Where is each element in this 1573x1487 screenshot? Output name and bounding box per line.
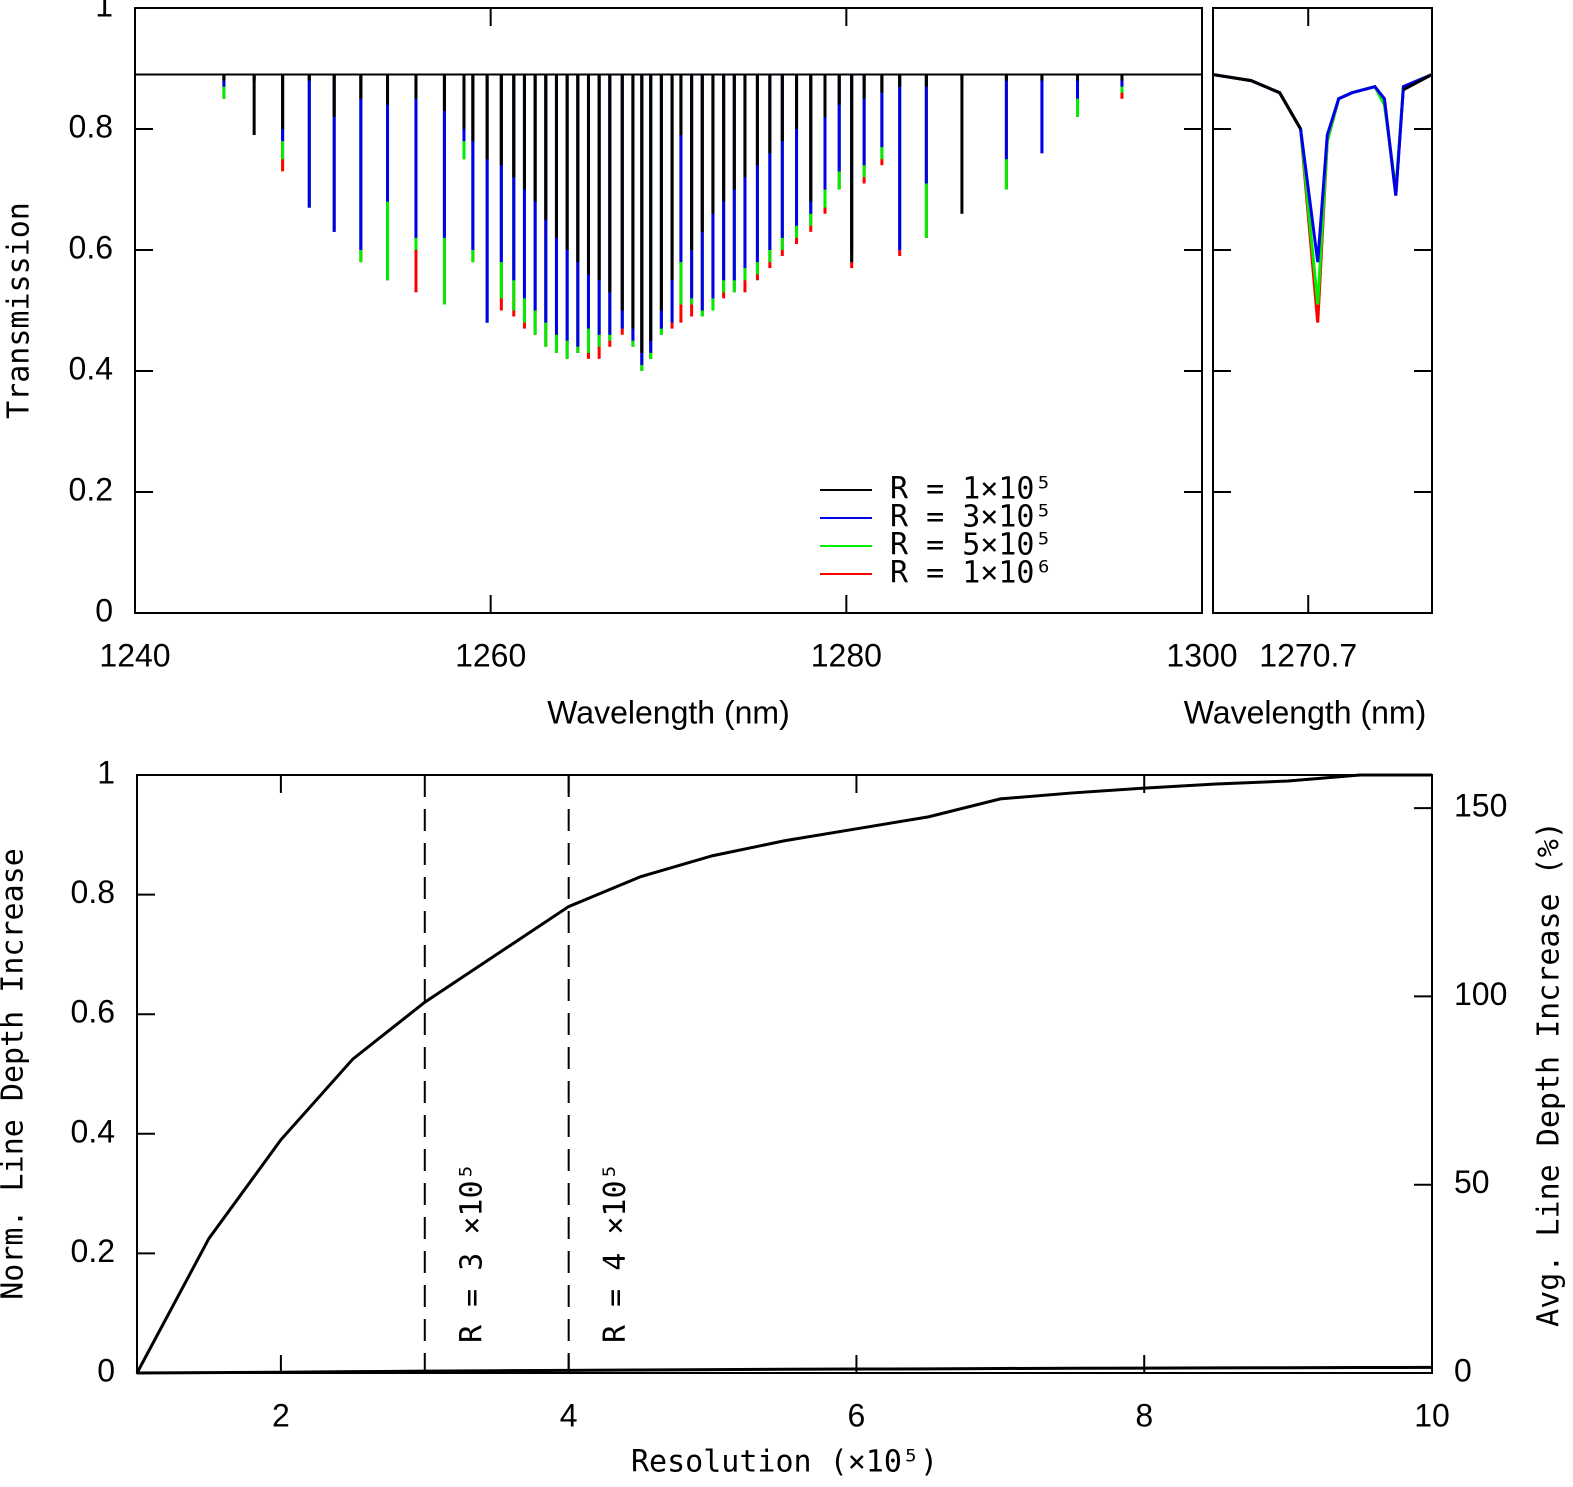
plot-frame (1212, 7, 1433, 614)
y2-tick-label: 50 (1454, 1164, 1490, 1200)
plot-frame (136, 774, 1433, 1374)
y2-axis-label: Avg. Line Depth Increase (%) (1532, 821, 1567, 1327)
x-tick-label: 8 (1135, 1397, 1153, 1433)
y-tick-label: 0.2 (69, 471, 113, 507)
y-tick-label: 0.6 (71, 994, 115, 1030)
x-tick-label: 1260 (455, 637, 526, 673)
annotation: R = 4 ×10⁵ (598, 1162, 633, 1343)
x-tick-label: 10 (1414, 1397, 1450, 1433)
y-tick-label: 0.8 (69, 108, 113, 144)
x-tick-label: 6 (848, 1397, 866, 1433)
y-tick-label: 0.2 (71, 1233, 115, 1269)
y-axis-label: Norm. Line Depth Increase (0, 848, 31, 1300)
chart-2: 2 4 6 8 1000.20.40.60.81050100150Resolution … (0, 754, 1567, 1479)
series-line (135, 773, 1432, 1374)
x-tick-label: 1270.7 (1259, 637, 1357, 673)
x-axis-label: Resolution (×10⁵) (631, 1445, 938, 1480)
chart-0: 1240 1260 1280 1300 0 0.2 0.4 0.6 0.8 1 Wavelength… (2, 0, 1238, 730)
legend-label: R = 3×10⁵ (890, 500, 1053, 535)
y-tick-label: 1 (97, 754, 115, 790)
annotation: R = 3 ×10⁵ (454, 1162, 489, 1343)
y2-tick-label: 100 (1454, 976, 1507, 1012)
plot-frame (134, 7, 1203, 614)
x-tick-label: 1240 (99, 637, 170, 673)
y-tick-label: 0.8 (71, 874, 115, 910)
series-line (136, 1365, 1433, 1375)
x-tick-label: 4 (560, 1397, 578, 1433)
x-tick-label: 1300 (1166, 637, 1237, 673)
y2-tick-label: 0 (1454, 1352, 1472, 1388)
y-axis-label: Transmission (2, 202, 37, 419)
x-tick-label: 2 (272, 1397, 290, 1433)
legend-label: R = 5×10⁵ (890, 528, 1053, 563)
x-tick-label: 1280 (811, 637, 882, 673)
legend-label: R = 1×10⁵ (890, 472, 1053, 507)
y-tick-label: 0.4 (69, 350, 113, 386)
legend-label: R = 1×10⁶ (890, 556, 1053, 591)
y2-tick-label: 150 (1454, 788, 1507, 824)
series-line (1402, 73, 1433, 92)
y-tick-label: 0 (95, 592, 113, 628)
x-axis-label: Wavelength (nm) (547, 694, 789, 730)
chart-1: 1270.7 Wavelength (nm) (1184, 7, 1433, 730)
y-tick-label: 1 (95, 0, 113, 23)
x-axis-label: Wavelength (nm) (1184, 694, 1426, 730)
y-tick-label: 0 (97, 1352, 115, 1388)
series-line (1212, 73, 1302, 130)
y-tick-label: 0.4 (71, 1113, 115, 1149)
y-tick-label: 0.6 (69, 229, 113, 265)
